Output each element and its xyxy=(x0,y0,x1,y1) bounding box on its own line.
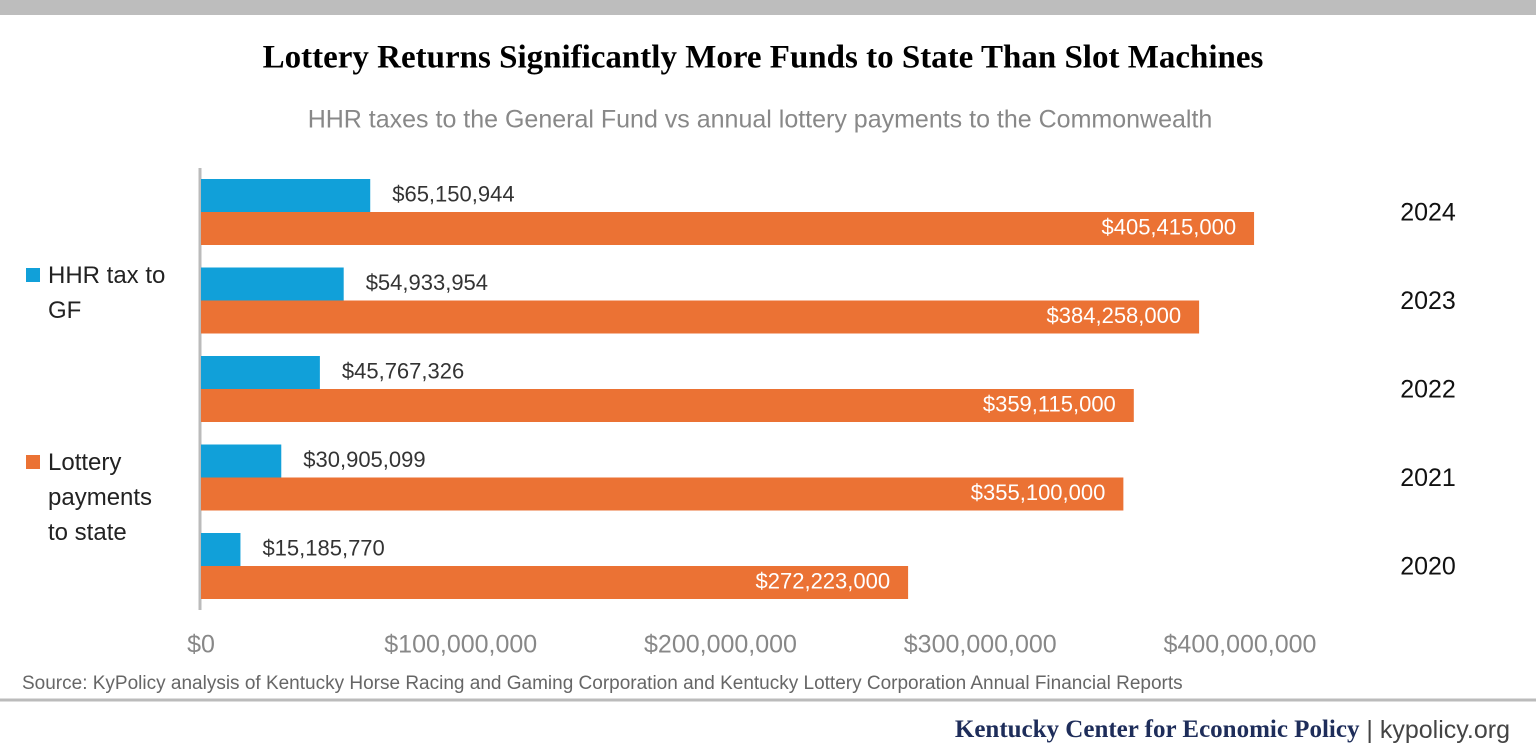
bar xyxy=(201,533,241,566)
value-label: $272,223,000 xyxy=(756,568,891,593)
category-label: 2024 xyxy=(1400,199,1456,227)
value-label: $384,258,000 xyxy=(1047,303,1182,328)
source-note: Source: KyPolicy analysis of Kentucky Ho… xyxy=(22,673,1183,694)
x-tick-label: $200,000,000 xyxy=(644,631,797,659)
bar xyxy=(201,477,1124,511)
bar xyxy=(201,389,1134,422)
x-tick-label: $300,000,000 xyxy=(904,631,1057,659)
legend-entry: Lottery payments to state xyxy=(26,445,196,550)
legend-swatch xyxy=(26,268,40,282)
legend-entry: HHR tax to GF xyxy=(26,258,196,328)
legend-label: Lottery payments to state xyxy=(48,449,153,546)
value-label: $30,905,099 xyxy=(303,447,425,472)
value-label: $405,415,000 xyxy=(1101,214,1236,239)
x-tick-label: $400,000,000 xyxy=(1164,631,1317,659)
chart-title: Lottery Returns Significantly More Funds… xyxy=(263,40,1264,76)
footer-separator: | xyxy=(1366,716,1373,744)
value-label: $45,767,326 xyxy=(342,358,464,383)
value-label: $355,100,000 xyxy=(971,480,1106,505)
x-tick-label: $0 xyxy=(187,631,215,659)
bar xyxy=(201,179,371,212)
bar xyxy=(201,356,320,389)
bar xyxy=(201,267,344,301)
top-band xyxy=(0,0,1536,15)
bar xyxy=(201,212,1255,245)
footer: Kentucky Center for Economic Policy | ky… xyxy=(955,716,1510,744)
category-label: 2021 xyxy=(1400,464,1456,492)
chart-subtitle: HHR taxes to the General Fund vs annual … xyxy=(308,106,1213,134)
value-label: $54,933,954 xyxy=(366,270,488,295)
bar xyxy=(201,444,282,478)
bar xyxy=(201,566,909,599)
legend-swatch xyxy=(26,455,40,469)
bar xyxy=(201,300,1200,334)
category-label: 2022 xyxy=(1400,376,1456,404)
value-label: $65,150,944 xyxy=(392,181,514,206)
footer-url: kypolicy.org xyxy=(1380,716,1510,744)
value-label: $15,185,770 xyxy=(262,535,384,560)
legend-label: HHR tax to GF xyxy=(48,262,166,324)
value-label: $359,115,000 xyxy=(983,391,1116,416)
x-tick-label: $100,000,000 xyxy=(384,631,537,659)
footer-org: Kentucky Center for Economic Policy xyxy=(955,716,1360,743)
category-label: 2023 xyxy=(1400,287,1456,315)
category-label: 2020 xyxy=(1400,553,1456,581)
